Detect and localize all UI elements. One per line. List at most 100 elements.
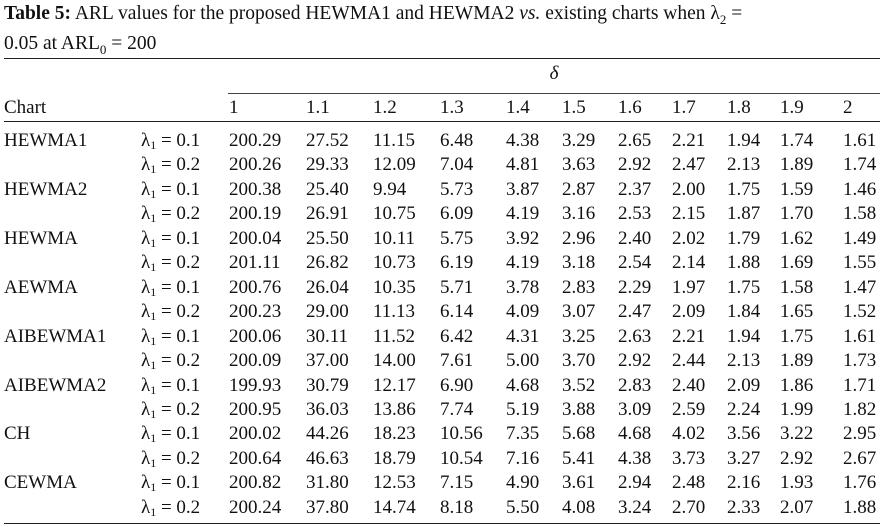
arl-cell: 1.87 <box>727 203 761 224</box>
arl-cell: 30.79 <box>306 375 349 396</box>
arl-cell: 2.53 <box>618 203 652 224</box>
arl-cell: 4.38 <box>618 448 652 469</box>
arl-cell: 30.11 <box>306 326 349 347</box>
arl-cell: 4.68 <box>506 375 540 396</box>
arl-cell: 1.88 <box>727 252 761 273</box>
lambda-setting: λ1 = 0.1 <box>141 276 200 304</box>
arl-cell: 2.59 <box>672 399 706 420</box>
arl-cell: 2.54 <box>618 252 652 273</box>
lambda-symbol: λ <box>141 277 151 298</box>
column-header: 1.3 <box>440 97 464 118</box>
arl-cell: 7.04 <box>440 154 474 175</box>
arl-cell: 4.08 <box>562 497 596 518</box>
lambda-setting: λ1 = 0.2 <box>141 153 200 181</box>
arl-cell: 2.40 <box>672 375 706 396</box>
arl-cell: 2.29 <box>618 277 652 298</box>
lambda-subscript: 1 <box>150 456 157 470</box>
arl-cell: 3.63 <box>562 154 596 175</box>
arl-cell: 29.33 <box>306 154 349 175</box>
arl-cell: 2.67 <box>843 448 877 469</box>
chart-name: HEWMA2 <box>4 179 88 200</box>
chart-name: HEWMA <box>4 228 78 249</box>
arl-cell: 1.75 <box>727 277 761 298</box>
arl-cell: 3.70 <box>562 350 596 371</box>
arl-cell: 200.19 <box>229 203 282 224</box>
arl-cell: 200.76 <box>229 277 282 298</box>
arl-cell: 3.07 <box>562 301 596 322</box>
arl-cell: 200.24 <box>229 497 282 518</box>
arl-cell: 4.19 <box>506 203 540 224</box>
lambda-value: = 0.1 <box>156 179 201 200</box>
arl-cell: 2.96 <box>562 228 596 249</box>
arl-cell: 2.63 <box>618 326 652 347</box>
arl-cell: 2.13 <box>727 154 761 175</box>
lambda-value: = 0.1 <box>156 326 201 347</box>
arl-cell: 3.78 <box>506 277 540 298</box>
arl-cell: 2.40 <box>618 228 652 249</box>
arl-cell: 2.70 <box>672 497 706 518</box>
arl-cell: 10.75 <box>373 203 416 224</box>
arl-cell: 2.87 <box>562 179 596 200</box>
arl-cell: 3.92 <box>506 228 540 249</box>
lambda-subscript: 1 <box>150 138 157 152</box>
arl-cell: 14.74 <box>373 497 416 518</box>
lambda-symbol: λ <box>141 301 151 322</box>
arl-cell: 11.52 <box>373 326 416 347</box>
arl-cell: 3.73 <box>672 448 706 469</box>
caption-lambda-sub: 2 <box>719 11 727 27</box>
arl-cell: 1.74 <box>843 154 877 175</box>
lambda-value: = 0.1 <box>156 375 201 396</box>
arl-cell: 4.19 <box>506 252 540 273</box>
lambda-setting: λ1 = 0.1 <box>141 374 200 402</box>
arl-cell: 1.70 <box>780 203 814 224</box>
arl-cell: 1.71 <box>843 375 877 396</box>
arl-cell: 1.49 <box>843 228 877 249</box>
lambda-setting: λ1 = 0.1 <box>141 129 200 157</box>
arl-cell: 26.82 <box>306 252 349 273</box>
lambda-setting: λ1 = 0.2 <box>141 447 200 475</box>
arl-cell: 2.47 <box>618 301 652 322</box>
arl-cell: 4.81 <box>506 154 540 175</box>
arl-cell: 25.40 <box>306 179 349 200</box>
arl-cell: 9.94 <box>373 179 407 200</box>
column-header: 1.5 <box>562 97 586 118</box>
arl-cell: 1.97 <box>672 277 706 298</box>
arl-cell: 4.09 <box>506 301 540 322</box>
arl-cell: 37.80 <box>306 497 349 518</box>
arl-cell: 2.92 <box>780 448 814 469</box>
lambda-setting: λ1 = 0.2 <box>141 349 200 377</box>
caption-line2: 0.05 at ARL <box>4 32 100 54</box>
column-header: 2 <box>843 97 853 118</box>
column-header: 1.4 <box>506 97 530 118</box>
lambda-symbol: λ <box>141 423 151 444</box>
lambda-value: = 0.2 <box>156 252 201 273</box>
arl-cell: 200.29 <box>229 130 282 151</box>
arl-cell: 7.61 <box>440 350 474 371</box>
arl-cell: 1.88 <box>843 497 877 518</box>
delta-header: δ <box>549 63 559 84</box>
arl-cell: 4.68 <box>618 423 652 444</box>
lambda-value: = 0.1 <box>156 228 201 249</box>
arl-cell: 11.15 <box>373 130 416 151</box>
arl-cell: 1.94 <box>727 326 761 347</box>
arl-cell: 2.44 <box>672 350 706 371</box>
arl-cell: 2.13 <box>727 350 761 371</box>
lambda-subscript: 1 <box>150 383 157 397</box>
arl-cell: 3.87 <box>506 179 540 200</box>
lambda-symbol: λ <box>141 375 151 396</box>
arl-cell: 10.11 <box>373 228 416 249</box>
arl-cell: 2.47 <box>672 154 706 175</box>
arl-cell: 200.23 <box>229 301 282 322</box>
lambda-symbol: λ <box>141 154 151 175</box>
arl-cell: 13.86 <box>373 399 416 420</box>
lambda-subscript: 1 <box>150 309 157 323</box>
lambda-setting: λ1 = 0.1 <box>141 227 200 255</box>
arl-cell: 1.94 <box>727 130 761 151</box>
arl-cell: 5.71 <box>440 277 474 298</box>
arl-cell: 200.09 <box>229 350 282 371</box>
arl-cell: 2.48 <box>672 472 706 493</box>
arl-cell: 3.56 <box>727 423 761 444</box>
chart-name: CH <box>4 423 31 444</box>
lambda-setting: λ1 = 0.2 <box>141 398 200 426</box>
arl-cell: 12.53 <box>373 472 416 493</box>
